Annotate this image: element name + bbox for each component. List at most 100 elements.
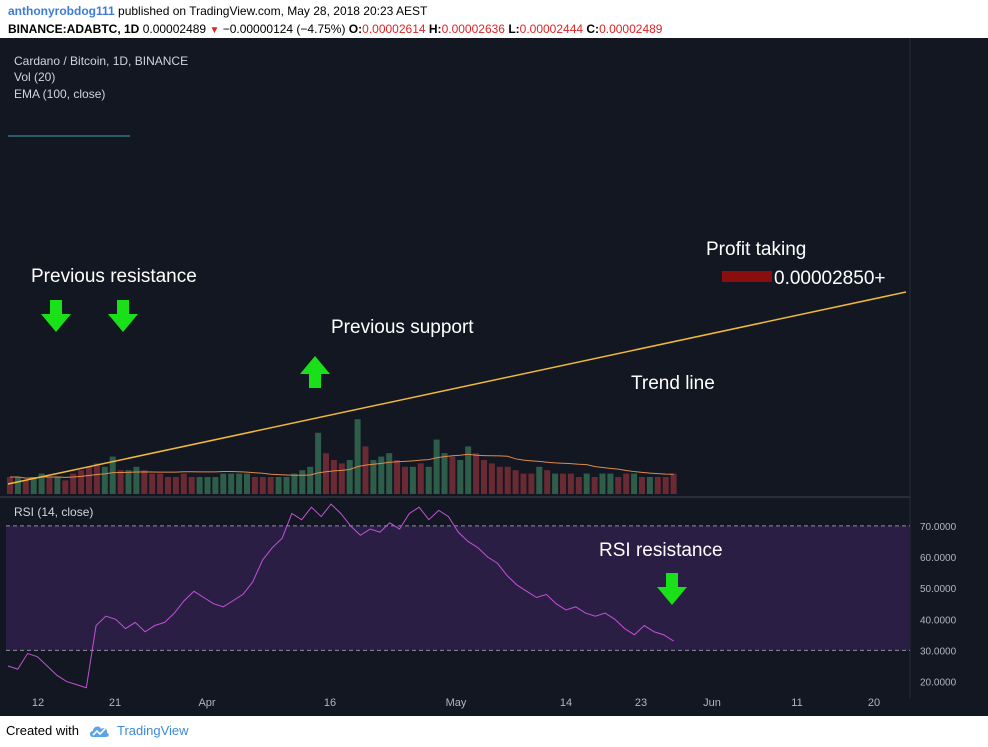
volume-bar xyxy=(251,477,258,494)
volume-bar xyxy=(149,473,156,494)
volume-bar xyxy=(417,463,424,494)
volume-bar xyxy=(204,477,211,494)
publish-line: anthonyrobdog111 published on TradingVie… xyxy=(8,4,427,18)
rsi-band xyxy=(6,525,910,651)
volume-bar xyxy=(346,460,353,494)
volume-bar xyxy=(567,473,574,494)
volume-bar xyxy=(575,477,582,494)
volume-bar xyxy=(101,466,108,494)
volume-bar xyxy=(362,446,369,494)
volume-bar xyxy=(70,473,77,494)
volume-ma-line xyxy=(10,453,674,479)
tradingview-cloud-icon[interactable] xyxy=(88,723,110,739)
volume-bar xyxy=(354,419,361,494)
volume-bar xyxy=(583,473,590,494)
volume-bar xyxy=(30,477,37,494)
down-arrow-icon: ▼ xyxy=(209,25,220,36)
low-label: L: xyxy=(508,22,520,36)
volume-bar xyxy=(220,473,227,494)
footer: Created with TradingView xyxy=(0,716,988,747)
change-value: −0.00000124 (−4.75%) xyxy=(222,22,346,36)
time-tick-label: 20 xyxy=(868,697,880,709)
volume-bar xyxy=(196,477,203,494)
volume-bar xyxy=(283,477,290,494)
volume-bar xyxy=(275,477,282,494)
volume-bar xyxy=(473,453,480,494)
time-tick-label: 14 xyxy=(560,697,572,709)
volume-bar xyxy=(544,470,551,494)
time-tick-label: Jun xyxy=(703,697,721,709)
volume-bar xyxy=(62,480,69,494)
overlays xyxy=(7,135,907,485)
volume-bar xyxy=(378,456,385,494)
profit-taking-label: Profit taking xyxy=(706,239,806,260)
volume-bar xyxy=(631,473,638,494)
rsi-tick-label: 50.0000 xyxy=(920,584,957,595)
volume-bar xyxy=(591,477,598,494)
chart-area[interactable]: 0.000016000.000018000.000020000.00002200… xyxy=(0,38,988,716)
volume-bar xyxy=(157,473,164,494)
profit-value-label: 0.00002850+ xyxy=(774,268,885,289)
volume-bar xyxy=(7,477,13,494)
volume-bar xyxy=(394,460,401,494)
volume-bar xyxy=(370,460,377,494)
legend-title: Cardano / Bitcoin, 1D, BINANCE xyxy=(14,54,188,68)
ohlc-line: BINANCE:ADABTC, 1D 0.00002489 ▼ −0.00000… xyxy=(8,22,662,36)
rsi-resistance-label: RSI resistance xyxy=(599,540,723,561)
volume-bar xyxy=(125,470,132,494)
volume-bar xyxy=(402,466,408,494)
high-value: 0.00002636 xyxy=(441,22,505,36)
volume-bar xyxy=(109,456,116,494)
volume-bar xyxy=(315,432,322,494)
volume-bar xyxy=(14,477,21,494)
volume-bar xyxy=(117,470,124,494)
rsi-line xyxy=(7,503,674,689)
volume-bar xyxy=(599,473,606,494)
volume-bar xyxy=(212,477,219,494)
volume-bar xyxy=(86,466,92,494)
close-value: 0.00002489 xyxy=(599,22,663,36)
rsi-tick-label: 40.0000 xyxy=(920,615,957,626)
volume-bar xyxy=(141,470,148,494)
volume-bar xyxy=(188,477,195,494)
time-tick-label: May xyxy=(446,697,467,709)
tradingview-brand-link[interactable]: TradingView xyxy=(117,723,189,738)
volume-bar xyxy=(236,473,243,494)
rsi-pane xyxy=(6,503,910,689)
open-value: 0.00002614 xyxy=(362,22,426,36)
volume-bar xyxy=(386,453,393,494)
previous-support-label: Previous support xyxy=(331,317,474,338)
volume-bar xyxy=(259,477,266,494)
close-label: C: xyxy=(586,22,600,36)
volume-bar xyxy=(307,466,314,494)
low-value: 0.00002444 xyxy=(519,22,584,36)
volume-bar xyxy=(481,460,487,494)
price-axis: 0.000016000.000018000.000020000.00002200… xyxy=(32,522,957,709)
volume-bar xyxy=(536,466,543,494)
time-tick-label: 21 xyxy=(109,697,121,709)
volume-bar xyxy=(639,477,645,494)
volume-bar xyxy=(670,473,677,494)
volume-bar xyxy=(291,473,298,494)
rsi-tick-label: 70.0000 xyxy=(920,522,957,533)
volume-bar xyxy=(520,473,527,494)
volume-bar xyxy=(646,477,653,494)
trend-line xyxy=(7,291,907,485)
author-link[interactable]: anthonyrobdog111 xyxy=(8,4,115,18)
rsi-tick-label: 60.0000 xyxy=(920,553,957,564)
volume-bar xyxy=(425,466,432,494)
volume-bar xyxy=(172,477,179,494)
volume-bar xyxy=(623,473,630,494)
volume-bar xyxy=(22,480,29,494)
volume-bar xyxy=(552,473,559,494)
time-tick-label: 11 xyxy=(791,697,802,709)
volume-bar xyxy=(46,477,53,494)
volume-bar xyxy=(465,446,472,494)
volume-bar xyxy=(165,477,171,494)
volume-bar xyxy=(449,456,456,494)
annotations: Cardano / Bitcoin, 1D, BINANCE Vol (20) EM… xyxy=(14,54,885,605)
volume-bars xyxy=(7,419,677,494)
volume-bar xyxy=(54,477,61,494)
chart-svg[interactable]: 0.000016000.000018000.000020000.00002200… xyxy=(0,38,988,716)
time-tick-label: Apr xyxy=(198,697,215,709)
